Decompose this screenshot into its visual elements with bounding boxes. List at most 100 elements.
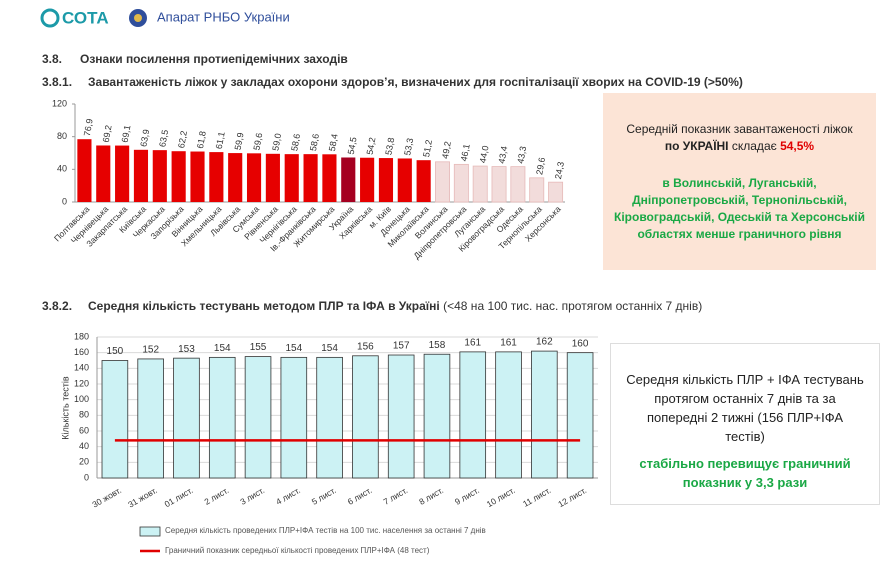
- y-tick-label: 40: [79, 441, 89, 451]
- bar: [152, 150, 167, 202]
- value-label: 53,8: [383, 137, 396, 156]
- note-conclusion: показник у 3,3 рази: [682, 475, 808, 490]
- org-name: Апарат РНБО України: [157, 9, 290, 24]
- y-tick-label: 60: [79, 425, 89, 435]
- x-tick-label: 6 лист.: [346, 485, 374, 507]
- bar: [459, 351, 487, 479]
- y-tick-label: 160: [74, 347, 89, 357]
- value-label: 150: [107, 346, 124, 357]
- legend-label: Граничний показник середньої кількості п…: [165, 546, 430, 555]
- bar: [303, 154, 318, 202]
- bar: [265, 153, 280, 202]
- y-tick-label: 140: [74, 363, 89, 373]
- value-label: 29,6: [534, 157, 547, 176]
- value-label: 63,5: [157, 129, 170, 148]
- note-text: протягом останніх 7 днів та за: [654, 391, 836, 406]
- chart-subtitle: (<48 на 100 тис. нас. протягом останніх …: [443, 299, 702, 313]
- bar: [284, 154, 299, 202]
- bar: [322, 154, 337, 202]
- bar: [209, 152, 224, 202]
- x-tick-label: 12 лист.: [556, 485, 588, 509]
- bar: [228, 153, 243, 202]
- value-label: 63,9: [138, 129, 151, 148]
- chart-number: 3.8.2.: [42, 299, 72, 313]
- bar: [510, 166, 526, 203]
- bar: [472, 165, 488, 203]
- spacer: [603, 155, 876, 175]
- y-tick-label: 80: [79, 410, 89, 420]
- bar: [101, 360, 129, 479]
- value-label: 76,9: [82, 118, 95, 137]
- bar: [566, 352, 594, 479]
- value-label: 46,1: [459, 143, 472, 162]
- value-label: 62,2: [176, 130, 189, 149]
- y-axis-label: Кількість тестів: [60, 376, 70, 440]
- value-label: 43,4: [496, 145, 509, 164]
- chart-title: Середня кількість тестувань методом ПЛР …: [88, 299, 702, 313]
- y-tick-label: 180: [74, 331, 89, 341]
- bar: [77, 139, 92, 202]
- value-label: 59,0: [270, 133, 283, 152]
- x-tick-label: 30 жовт.: [90, 485, 123, 510]
- x-tick-label: 8 лист.: [417, 485, 445, 507]
- x-tick-label: 5 лист.: [310, 485, 338, 507]
- bar: [378, 158, 394, 202]
- value-label: 51,2: [421, 139, 434, 158]
- bar: [423, 353, 451, 479]
- bar: [173, 357, 200, 479]
- x-tick-label: 2 лист.: [203, 485, 231, 507]
- value-label: 161: [464, 338, 481, 349]
- value-label: 152: [142, 345, 159, 356]
- bar: [137, 358, 164, 479]
- x-tick-label: 11 лист.: [521, 485, 552, 509]
- value-label: 155: [250, 342, 267, 353]
- chart-title: Завантаженість ліжок у закладах охорони …: [88, 75, 743, 89]
- bar: [453, 163, 469, 203]
- y-tick-label: 0: [62, 196, 67, 206]
- note-conclusion: стабільно перевищує граничний: [639, 456, 851, 471]
- section-number: 3.8.: [42, 52, 62, 66]
- value-label: 43,3: [515, 145, 528, 164]
- bar: [531, 350, 558, 479]
- section-title: Ознаки посилення протиепідемічних заході…: [80, 52, 348, 66]
- legend-label: Середня кількість проведених ПЛР+ІФА тес…: [165, 526, 486, 535]
- bar: [96, 145, 111, 202]
- value-label: 154: [214, 343, 231, 354]
- value-label: 44,0: [478, 145, 491, 164]
- y-tick-label: 100: [74, 394, 89, 404]
- value-label: 154: [321, 343, 338, 354]
- value-label: 162: [536, 337, 553, 348]
- value-label: 69,2: [101, 124, 114, 143]
- value-label: 61,8: [195, 130, 208, 149]
- y-tick-label: 20: [79, 457, 89, 467]
- value-label: 156: [357, 341, 374, 352]
- note-value: 54,5%: [780, 139, 815, 153]
- value-label: 153: [178, 344, 195, 355]
- x-tick-label: 31 жовт.: [126, 485, 159, 510]
- note-text: по УКРАЇНІ складає 54,5%: [603, 138, 876, 155]
- bar: [133, 149, 149, 202]
- value-label: 53,3: [402, 137, 415, 156]
- note-conclusion: в Волинській, Луганській,: [662, 176, 817, 190]
- value-label: 54,2: [365, 136, 378, 155]
- bar: [244, 356, 272, 479]
- spacer: [611, 446, 879, 454]
- x-tick-label: 10 лист.: [485, 485, 517, 509]
- value-label: 160: [572, 338, 589, 349]
- bar: [435, 161, 450, 203]
- bar: [246, 153, 262, 202]
- x-tick-label: 7 лист.: [381, 485, 409, 507]
- note-text: Середній показник завантаженості ліжок: [626, 122, 853, 136]
- note-conclusion: областях менше граничного рівня: [637, 227, 842, 241]
- bar: [387, 354, 415, 479]
- note-box: Середній показник завантаженості ліжок п…: [603, 93, 876, 270]
- chart-number: 3.8.1.: [42, 75, 72, 89]
- y-tick-label: 0: [84, 472, 89, 482]
- bar: [316, 356, 343, 479]
- bar: [397, 158, 412, 202]
- bar: [341, 157, 356, 202]
- note-box: Середня кількість ПЛР + ІФА тестувань пр…: [610, 343, 880, 505]
- note-text: складає: [731, 139, 777, 153]
